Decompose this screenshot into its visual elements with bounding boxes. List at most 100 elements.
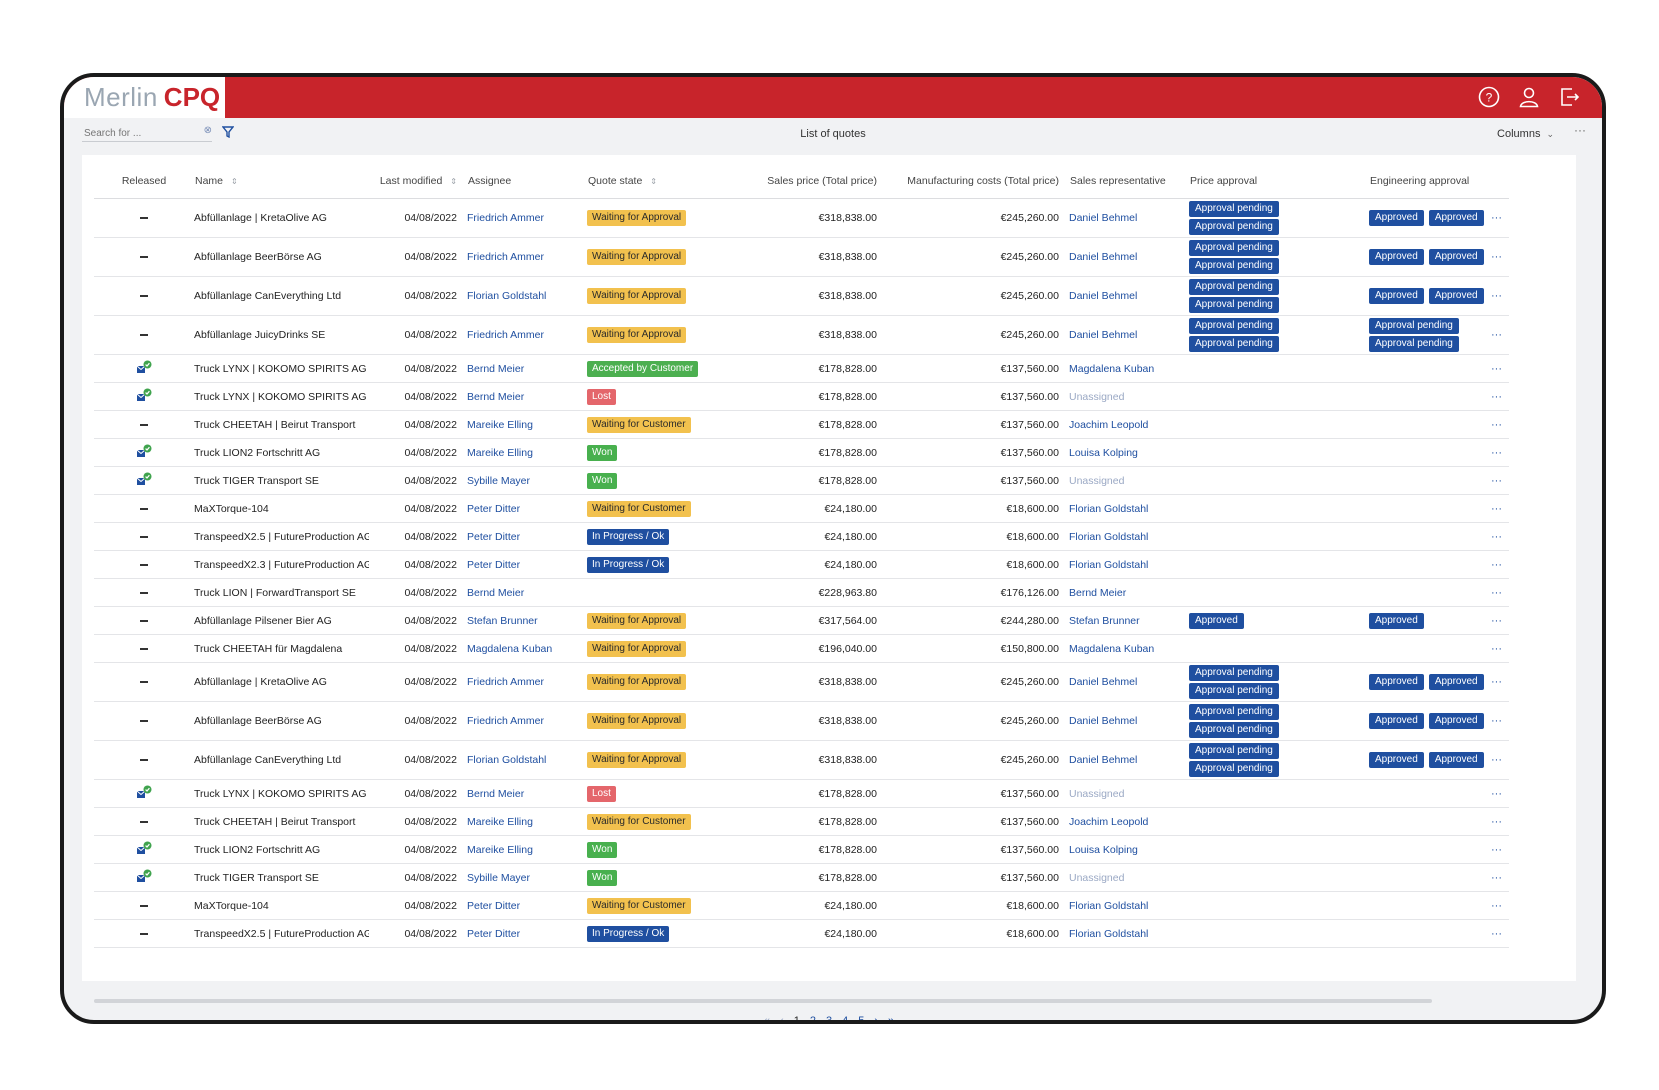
quote-name[interactable]: Abfüllanlage | KretaOlive AG <box>194 662 369 702</box>
sales-rep-link[interactable]: Magdalena Kuban <box>1069 354 1189 383</box>
row-more-icon[interactable]: ··· <box>1484 276 1509 316</box>
row-more-icon[interactable]: ··· <box>1484 606 1509 635</box>
col-assignee[interactable]: Assignee <box>467 163 587 199</box>
quote-name[interactable]: TranspeedX2.5 | FutureProduction AG <box>194 522 369 551</box>
row-more-icon[interactable]: ··· <box>1484 835 1509 864</box>
table-row[interactable]: Truck CHEETAH | Beirut Transport 04/08/20… <box>94 410 1509 439</box>
table-row[interactable]: Abfüllanlage | KretaOlive AG 04/08/2022 Fr… <box>94 198 1509 238</box>
sales-rep-link[interactable]: Daniel Behmel <box>1069 237 1189 277</box>
row-more-icon[interactable]: ··· <box>1484 354 1509 383</box>
quote-name[interactable]: Abfüllanlage CanEverything Ltd <box>194 276 369 316</box>
price-approval-badge[interactable]: Approval pending <box>1189 240 1279 256</box>
assignee-link[interactable]: Florian Goldstahl <box>467 740 587 780</box>
col-quote-state[interactable]: Quote state ⇕ <box>587 163 727 199</box>
sales-rep-link[interactable]: Bernd Meier <box>1069 578 1189 607</box>
col-released[interactable]: Released <box>94 163 194 199</box>
assignee-link[interactable]: Magdalena Kuban <box>467 634 587 663</box>
sales-rep-link[interactable]: Daniel Behmel <box>1069 276 1189 316</box>
assignee-link[interactable]: Peter Ditter <box>467 522 587 551</box>
user-icon[interactable] <box>1516 84 1542 110</box>
sales-rep-link[interactable]: Daniel Behmel <box>1069 740 1189 780</box>
row-more-icon[interactable]: ··· <box>1484 634 1509 663</box>
price-approval-badge[interactable]: Approval pending <box>1189 336 1279 352</box>
table-row[interactable]: Truck LION2 Fortschritt AG 04/08/2022 Mare… <box>94 835 1509 864</box>
engineering-approval-badge[interactable]: Approved <box>1428 713 1484 729</box>
engineering-approval-badge[interactable]: Approval pending <box>1369 336 1459 352</box>
table-row[interactable]: TranspeedX2.5 | FutureProduction AG 04/08… <box>94 919 1509 948</box>
engineering-approval-badge[interactable]: Approved <box>1428 210 1484 226</box>
sales-rep-link[interactable]: Daniel Behmel <box>1069 662 1189 702</box>
quote-name[interactable]: Truck LION | ForwardTransport SE <box>194 578 369 607</box>
table-row[interactable]: Truck CHEETAH | Beirut Transport 04/08/20… <box>94 807 1509 836</box>
table-row[interactable]: Truck CHEETAH für Magdalena 04/08/2022 Mag… <box>94 634 1509 663</box>
assignee-link[interactable]: Mareike Elling <box>467 807 587 836</box>
table-row[interactable]: Abfüllanlage Pilsener Bier AG 04/08/2022 S… <box>94 606 1509 635</box>
row-more-icon[interactable]: ··· <box>1484 662 1509 702</box>
assignee-link[interactable]: Mareike Elling <box>467 410 587 439</box>
assignee-link[interactable]: Peter Ditter <box>467 494 587 523</box>
col-sales-rep[interactable]: Sales representative <box>1069 163 1189 199</box>
toolbar-more-icon[interactable]: ··· <box>1574 123 1586 137</box>
quote-name[interactable]: MaXTorque-104 <box>194 891 369 920</box>
sales-rep-link[interactable]: Louisa Kolping <box>1069 835 1189 864</box>
price-approval-badge[interactable]: Approval pending <box>1189 704 1279 720</box>
engineering-approval-badge[interactable]: Approved <box>1369 752 1424 768</box>
last-page-button[interactable]: » <box>887 1015 895 1024</box>
assignee-link[interactable]: Peter Ditter <box>467 891 587 920</box>
row-more-icon[interactable]: ··· <box>1484 382 1509 411</box>
quote-name[interactable]: Truck LYNX | KOKOMO SPIRITS AG <box>194 382 369 411</box>
price-approval-badge[interactable]: Approval pending <box>1189 258 1279 274</box>
page-1-button[interactable]: 1 <box>793 1015 800 1024</box>
logout-icon[interactable] <box>1556 84 1582 110</box>
price-approval-badge[interactable]: Approval pending <box>1189 201 1279 217</box>
row-more-icon[interactable]: ··· <box>1484 891 1509 920</box>
price-approval-badge[interactable]: Approved <box>1189 612 1244 629</box>
quote-name[interactable]: Truck LYNX | KOKOMO SPIRITS AG <box>194 779 369 808</box>
quote-name[interactable]: Truck LYNX | KOKOMO SPIRITS AG <box>194 354 369 383</box>
table-row[interactable]: Abfüllanlage | KretaOlive AG 04/08/2022 Fr… <box>94 662 1509 702</box>
sales-rep-link[interactable]: Daniel Behmel <box>1069 701 1189 741</box>
sales-rep-link[interactable]: Florian Goldstahl <box>1069 919 1189 948</box>
sales-rep-link[interactable]: Unassigned <box>1069 466 1189 495</box>
table-row[interactable]: Abfüllanlage BeerBörse AG 04/08/2022 Fried… <box>94 237 1509 277</box>
table-row[interactable]: Truck LION2 Fortschritt AG 04/08/2022 Mare… <box>94 438 1509 467</box>
row-more-icon[interactable]: ··· <box>1484 438 1509 467</box>
row-more-icon[interactable]: ··· <box>1484 779 1509 808</box>
quote-name[interactable]: Truck LION2 Fortschritt AG <box>194 835 369 864</box>
price-approval-badge[interactable]: Approval pending <box>1189 279 1279 295</box>
sales-rep-link[interactable]: Joachim Leopold <box>1069 410 1189 439</box>
sales-rep-link[interactable]: Daniel Behmel <box>1069 315 1189 355</box>
quote-name[interactable]: Abfüllanlage JuicyDrinks SE <box>194 315 369 355</box>
sales-rep-link[interactable]: Florian Goldstahl <box>1069 550 1189 579</box>
first-page-button[interactable]: « <box>763 1015 771 1024</box>
col-name[interactable]: Name ⇕ <box>194 163 369 199</box>
assignee-link[interactable]: Mareike Elling <box>467 438 587 467</box>
table-row[interactable]: MaXTorque-104 04/08/2022 Peter Ditter Waiti… <box>94 891 1509 920</box>
search-input[interactable] <box>82 126 196 141</box>
row-more-icon[interactable]: ··· <box>1484 578 1509 607</box>
assignee-link[interactable]: Peter Ditter <box>467 919 587 948</box>
table-row[interactable]: Truck TIGER Transport SE 04/08/2022 Sybill… <box>94 466 1509 495</box>
sales-rep-link[interactable]: Daniel Behmel <box>1069 198 1189 238</box>
table-row[interactable]: TranspeedX2.5 | FutureProduction AG 04/08… <box>94 522 1509 551</box>
row-more-icon[interactable]: ··· <box>1484 198 1509 238</box>
engineering-approval-badge[interactable]: Approved <box>1369 674 1424 690</box>
col-engineering-approval[interactable]: Engineering approval <box>1369 163 1484 199</box>
engineering-approval-badge[interactable]: Approval pending <box>1369 318 1459 334</box>
col-manufacturing-costs[interactable]: Manufacturing costs (Total price) <box>887 163 1069 199</box>
assignee-link[interactable]: Sybille Mayer <box>467 466 587 495</box>
price-approval-badge[interactable]: Approval pending <box>1189 761 1279 777</box>
prev-page-button[interactable]: ‹ <box>780 1015 784 1024</box>
sales-rep-link[interactable]: Magdalena Kuban <box>1069 634 1189 663</box>
horizontal-scrollbar[interactable] <box>94 999 1432 1003</box>
price-approval-badge[interactable]: Approval pending <box>1189 219 1279 235</box>
engineering-approval-badge[interactable]: Approved <box>1369 210 1424 226</box>
row-more-icon[interactable]: ··· <box>1484 919 1509 948</box>
quote-name[interactable]: Truck LION2 Fortschritt AG <box>194 438 369 467</box>
quote-name[interactable]: Abfüllanlage Pilsener Bier AG <box>194 606 369 635</box>
quote-name[interactable]: Truck CHEETAH | Beirut Transport <box>194 807 369 836</box>
price-approval-badge[interactable]: Approval pending <box>1189 318 1279 334</box>
row-more-icon[interactable]: ··· <box>1484 410 1509 439</box>
sales-rep-link[interactable]: Unassigned <box>1069 382 1189 411</box>
price-approval-badge[interactable]: Approval pending <box>1189 743 1279 759</box>
